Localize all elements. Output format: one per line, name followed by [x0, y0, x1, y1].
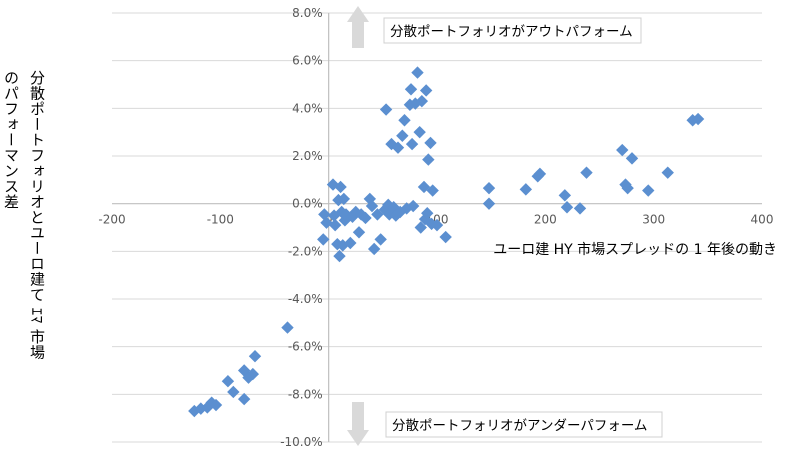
data-point — [405, 137, 419, 151]
data-point — [334, 180, 347, 194]
data-point — [344, 236, 357, 250]
data-point — [439, 230, 452, 244]
callout-bottom-text: 分散ポートフォリオがアンダーパフォーム — [392, 418, 647, 434]
y-axis-label-line2: のパフォーマンス差 — [2, 70, 20, 210]
data-point — [237, 392, 251, 406]
data-point — [209, 398, 223, 412]
callout-top-box — [383, 17, 642, 44]
data-point — [391, 141, 405, 154]
axes — [112, 13, 762, 442]
data-point — [424, 136, 437, 150]
data-point — [560, 201, 574, 214]
data-point — [387, 201, 400, 214]
data-point — [317, 233, 330, 246]
data-point — [558, 189, 572, 202]
callout-bottom: 分散ポートフォリオがアンダーパフォーム — [347, 402, 663, 446]
data-point — [365, 199, 379, 213]
y-tick-label: -10.0% — [280, 435, 322, 449]
data-point — [415, 94, 429, 108]
data-point — [406, 199, 420, 213]
data-point — [482, 197, 496, 210]
data-point — [398, 114, 411, 127]
data-point — [336, 239, 349, 252]
data-point — [414, 221, 427, 234]
callout-top-arrow — [347, 6, 369, 48]
data-point — [335, 205, 348, 219]
data-point — [691, 112, 705, 126]
data-point — [227, 385, 240, 399]
x-tick-label: 300 — [642, 213, 665, 227]
callout-bottom-arrow — [347, 402, 369, 446]
y-axis-label-line1: 分散ポートフォリオとユーロ建て ｴﾏ 市場 — [28, 70, 46, 361]
data-point — [320, 216, 333, 229]
data-point — [430, 218, 444, 232]
data-point — [378, 203, 392, 216]
x-axis-label: ユーロ建 HY 市場スプレッドの 1 年後の動き — [493, 241, 777, 258]
data-points — [188, 66, 705, 418]
callouts: 分散ポートフォリオがアウトパフォーム 分散ポートフォリオがアンダーパフォーム — [347, 6, 663, 446]
data-point — [426, 184, 439, 197]
data-point — [642, 184, 655, 197]
data-point — [404, 83, 418, 96]
data-point — [419, 84, 433, 97]
data-point — [417, 180, 431, 194]
data-point — [396, 129, 409, 142]
data-point — [349, 205, 362, 219]
data-point — [339, 208, 353, 221]
data-point — [359, 211, 372, 225]
y-tick-label: 6.0% — [292, 54, 323, 68]
data-point — [422, 153, 435, 166]
data-point — [382, 198, 395, 212]
callout-bottom-box — [385, 411, 663, 438]
data-point — [367, 242, 381, 256]
data-point — [248, 350, 262, 363]
y-tick-label: -8.0% — [288, 387, 323, 401]
data-point — [374, 233, 387, 246]
data-point — [354, 208, 368, 221]
y-tick-label: -4.0% — [288, 292, 323, 306]
data-point — [616, 143, 629, 157]
x-tick-label: -200 — [98, 213, 125, 227]
gridlines — [112, 12, 762, 443]
data-point — [328, 218, 342, 232]
y-tick-label: 0.0% — [292, 197, 323, 211]
data-point — [379, 103, 393, 116]
data-point — [661, 166, 674, 179]
data-point — [580, 166, 593, 179]
data-point — [393, 205, 407, 219]
tick-labels: 8.0% 6.0% 4.0% 2.0% 0.0% -2.0% -4.0% -6.0% -8.0%… — [98, 6, 773, 449]
callout-top: 分散ポートフォリオがアウトパフォーム — [347, 6, 642, 48]
y-tick-label: 8.0% — [292, 6, 323, 20]
data-point — [411, 66, 424, 79]
y-tick-label: -2.0% — [288, 244, 323, 258]
x-tick-label: -100 — [207, 213, 234, 227]
data-point — [621, 181, 634, 195]
data-point — [246, 367, 260, 381]
data-point — [371, 208, 384, 221]
data-point — [519, 183, 533, 196]
data-point — [337, 192, 351, 206]
data-point — [533, 167, 547, 181]
x-tick-label: 400 — [751, 213, 774, 227]
x-tick-label: 200 — [534, 213, 557, 227]
y-tick-label: 2.0% — [292, 149, 323, 163]
data-point — [482, 181, 496, 195]
y-tick-label: -6.0% — [288, 340, 323, 354]
data-point — [573, 202, 587, 215]
data-point — [421, 207, 434, 220]
callout-top-text: 分散ポートフォリオがアウトパフォーム — [390, 24, 633, 40]
y-tick-label: 4.0% — [292, 101, 323, 115]
data-point — [281, 321, 294, 334]
data-point — [352, 226, 366, 239]
data-point — [221, 375, 235, 388]
data-point — [413, 125, 426, 139]
data-point — [333, 249, 346, 263]
data-point — [625, 152, 639, 165]
